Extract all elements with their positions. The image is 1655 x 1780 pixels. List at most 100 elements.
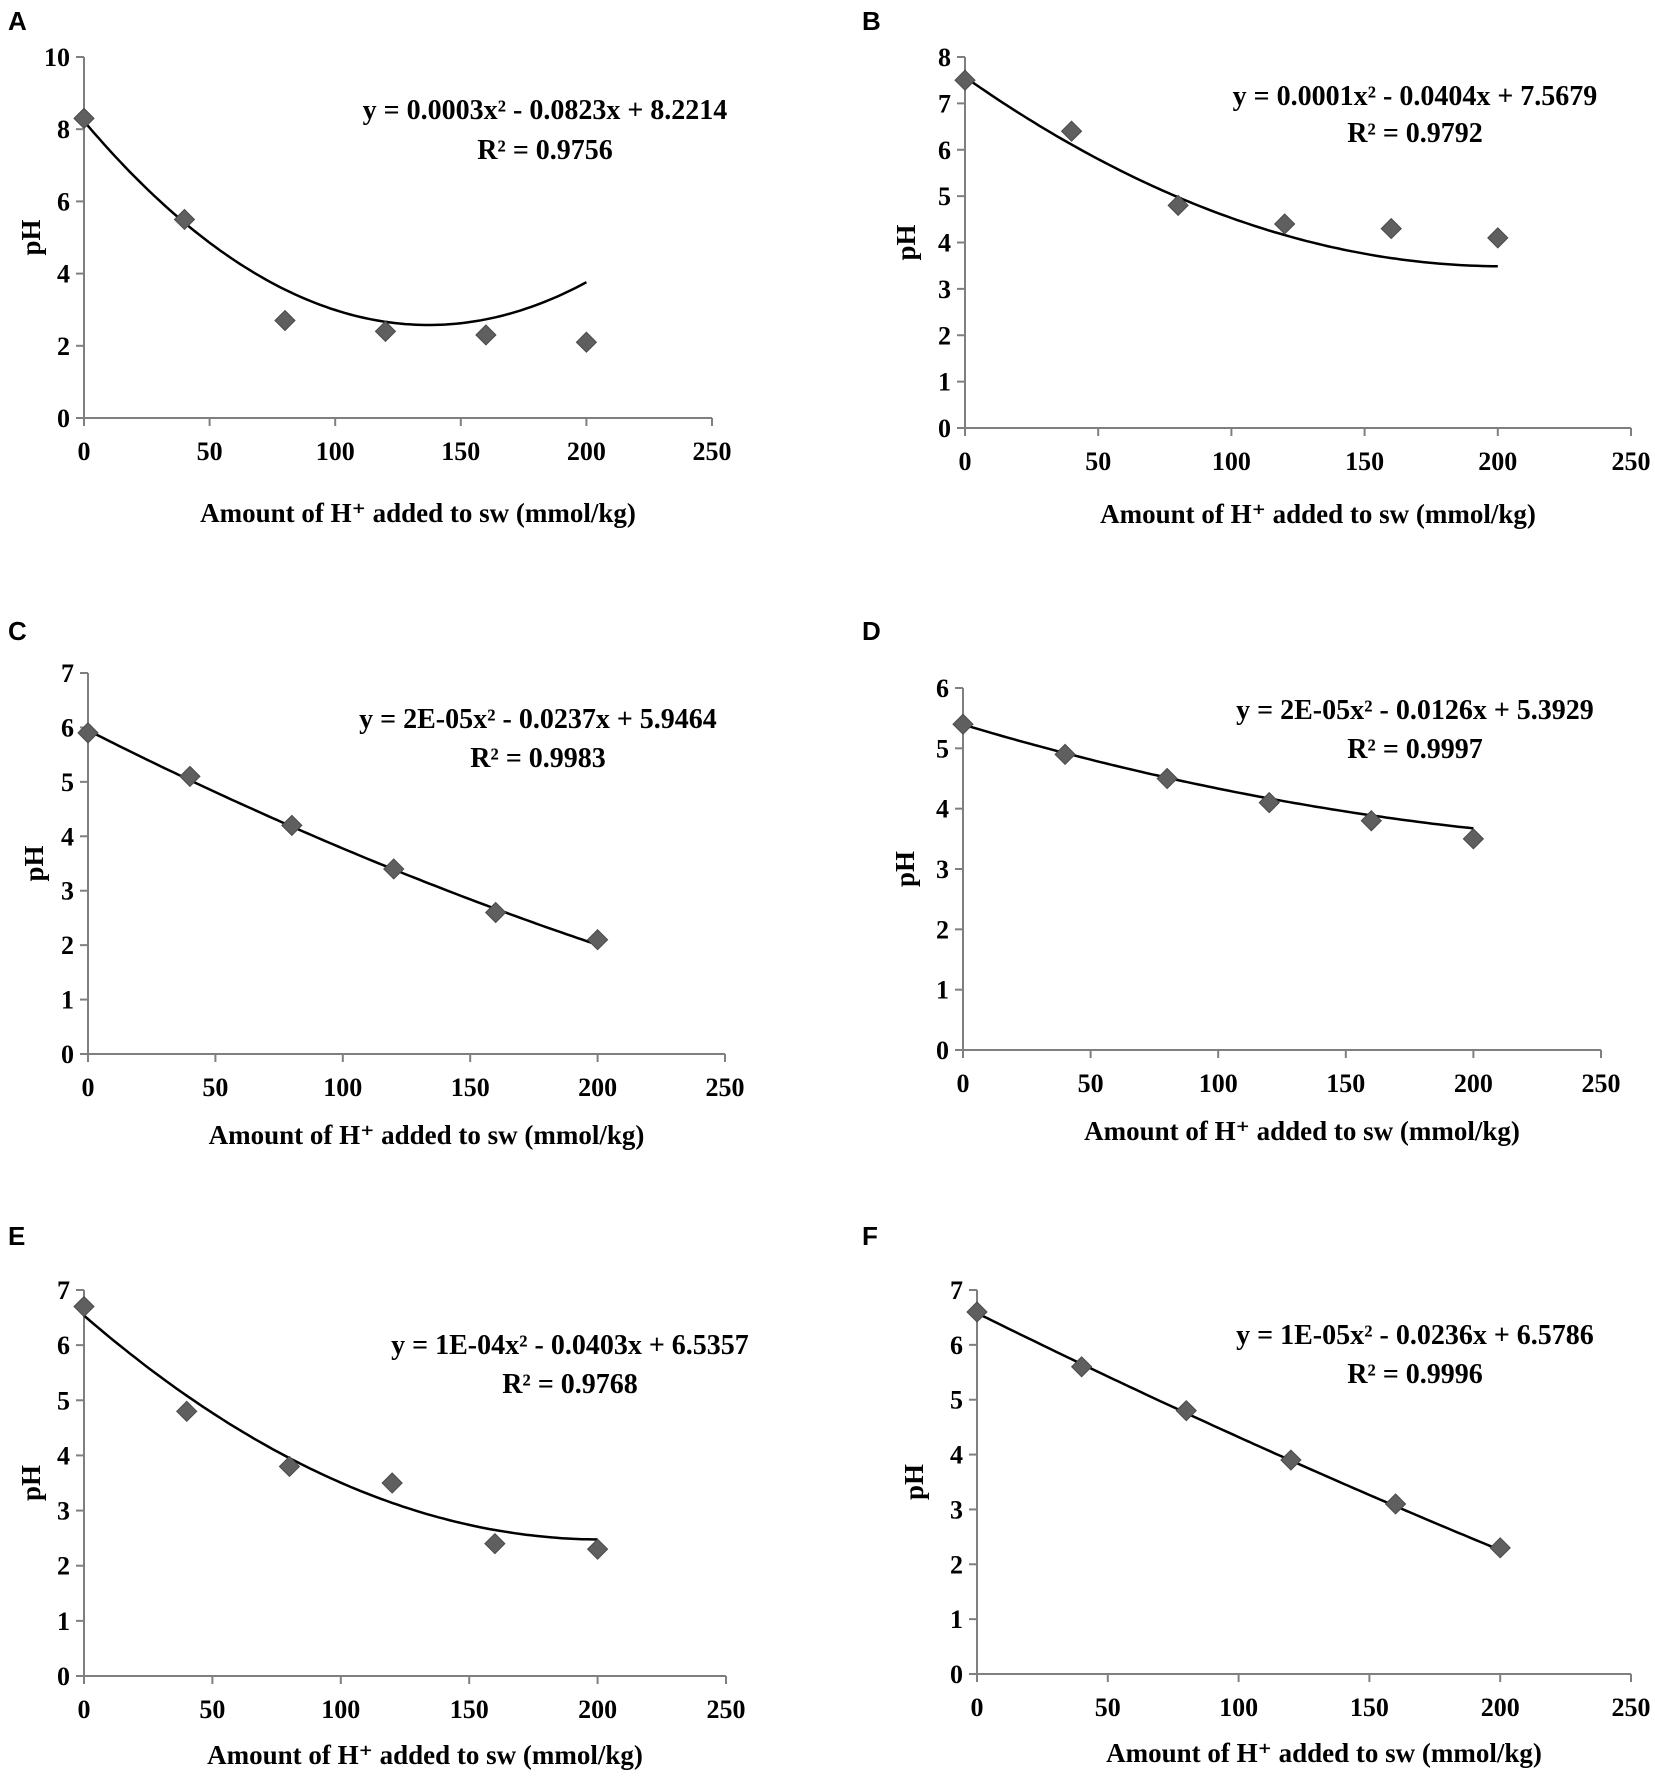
x-axis-title: Amount of H⁺ added to sw (mmol/kg) (1084, 1116, 1520, 1146)
panel-letter-b: B (862, 6, 881, 36)
x-axis-title: Amount of H⁺ added to sw (mmol/kg) (209, 1120, 645, 1150)
y-tick-label: 3 (950, 1495, 963, 1524)
panel-letter-a: A (8, 6, 27, 36)
x-tick-label: 150 (450, 1695, 489, 1724)
y-tick-label: 6 (938, 136, 951, 165)
data-point (1070, 1356, 1093, 1378)
r-squared-label: R² = 0.9756 (477, 135, 613, 166)
data-point (954, 69, 976, 91)
x-tick-label: 200 (567, 437, 606, 466)
data-point (73, 107, 95, 130)
data-point (1280, 1449, 1302, 1471)
x-tick-label: 0 (971, 1693, 984, 1722)
trendline-equation: y = 2E-05x² - 0.0237x + 5.9464 (359, 704, 717, 735)
x-tick-label: 250 (706, 1073, 745, 1102)
y-tick-label: 0 (938, 414, 951, 443)
y-tick-label: 3 (936, 855, 949, 884)
data-point (1489, 1537, 1511, 1559)
data-point (1487, 227, 1509, 249)
data-point (383, 858, 405, 880)
x-tick-label: 100 (1199, 1069, 1238, 1098)
y-tick-label: 2 (57, 1552, 70, 1581)
y-tick-label: 5 (61, 768, 74, 797)
y-tick-label: 5 (950, 1386, 963, 1415)
y-tick-label: 1 (936, 976, 949, 1005)
y-tick-label: 4 (57, 260, 70, 289)
panel-letter-e: E (8, 1221, 25, 1251)
y-tick-label: 7 (950, 1276, 963, 1305)
y-axis-title: pH (899, 1464, 929, 1500)
y-tick-label: 0 (936, 1036, 949, 1065)
data-point (484, 901, 507, 924)
data-point (484, 1532, 506, 1555)
data-point (1360, 810, 1383, 832)
data-point (1273, 213, 1296, 235)
x-tick-label: 250 (1582, 1069, 1621, 1098)
trendline (962, 723, 1474, 830)
x-axis-title: Amount of H⁺ added to sw (mmol/kg) (207, 1740, 643, 1770)
y-tick-label: 2 (61, 931, 74, 960)
x-tick-label: 250 (707, 1695, 746, 1724)
y-tick-label: 10 (44, 43, 70, 72)
trendline-equation: y = 0.0003x² - 0.0823x + 8.2214 (363, 95, 728, 126)
data-point (1175, 1399, 1197, 1422)
x-tick-label: 150 (1345, 447, 1384, 476)
y-tick-label: 6 (57, 1331, 70, 1360)
y-tick-label: 5 (938, 182, 951, 211)
data-point (1054, 743, 1076, 766)
trendline (83, 1314, 598, 1541)
data-point (173, 208, 196, 231)
y-axis-title: pH (16, 219, 46, 255)
y-tick-label: 0 (57, 404, 70, 433)
x-tick-label: 100 (316, 437, 355, 466)
y-tick-label: 7 (57, 1276, 70, 1305)
y-tick-label: 0 (57, 1662, 70, 1691)
y-tick-label: 6 (57, 187, 70, 216)
y-tick-label: 7 (61, 659, 74, 688)
panel-f: F 0 1 2 3 4 5 6 7 0 50 100 150 200 250 Amount of H⁺ add… (862, 1221, 1651, 1768)
y-axis-title: pH (19, 845, 49, 881)
y-tick-label: 3 (938, 275, 951, 304)
data-point (1384, 1493, 1407, 1515)
x-tick-label: 250 (693, 437, 732, 466)
x-tick-label: 50 (1095, 1693, 1121, 1722)
data-point (586, 928, 609, 951)
y-tick-label: 8 (57, 115, 70, 144)
x-tick-label: 200 (578, 1695, 617, 1724)
x-tick-label: 150 (451, 1073, 490, 1102)
data-point (1156, 767, 1178, 790)
data-point (274, 309, 296, 332)
data-point (176, 1400, 198, 1423)
data-point (278, 1455, 301, 1478)
panel-letter-d: D (862, 616, 881, 646)
y-tick-label: 2 (57, 332, 70, 361)
y-tick-label: 6 (61, 713, 74, 742)
y-tick-label: 5 (936, 734, 949, 763)
y-tick-label: 3 (57, 1497, 70, 1526)
data-point (381, 1472, 403, 1494)
data-point (966, 1301, 988, 1323)
trendline (964, 75, 1498, 268)
data-point (77, 722, 99, 744)
trendline-equation: y = 2E-05x² - 0.0126x + 5.3929 (1236, 695, 1594, 726)
x-tick-label: 200 (1454, 1069, 1493, 1098)
y-tick-label: 1 (61, 986, 74, 1015)
x-axis-title: Amount of H⁺ added to sw (mmol/kg) (1106, 1738, 1542, 1768)
data-point (374, 320, 397, 343)
x-tick-label: 50 (197, 437, 223, 466)
r-squared-label: R² = 0.9996 (1347, 1359, 1483, 1390)
trendline-equation: y = 0.0001x² - 0.0404x + 7.5679 (1233, 81, 1598, 112)
panel-letter-f: F (862, 1221, 878, 1251)
x-axis-title: Amount of H⁺ added to sw (mmol/kg) (200, 498, 636, 528)
panel-c: C 0 1 2 3 4 5 6 7 0 50 100 150 200 250 Amount of H⁺ add… (8, 616, 745, 1150)
x-tick-label: 250 (1612, 447, 1651, 476)
trendline-equation: y = 1E-05x² - 0.0236x + 6.5786 (1236, 1320, 1594, 1351)
x-tick-label: 200 (578, 1073, 617, 1102)
x-tick-label: 0 (959, 447, 972, 476)
trendline (83, 120, 587, 327)
x-tick-label: 200 (1481, 1693, 1520, 1722)
y-tick-label: 2 (936, 915, 949, 944)
panel-letter-c: C (8, 616, 27, 646)
y-tick-label: 1 (938, 368, 951, 397)
